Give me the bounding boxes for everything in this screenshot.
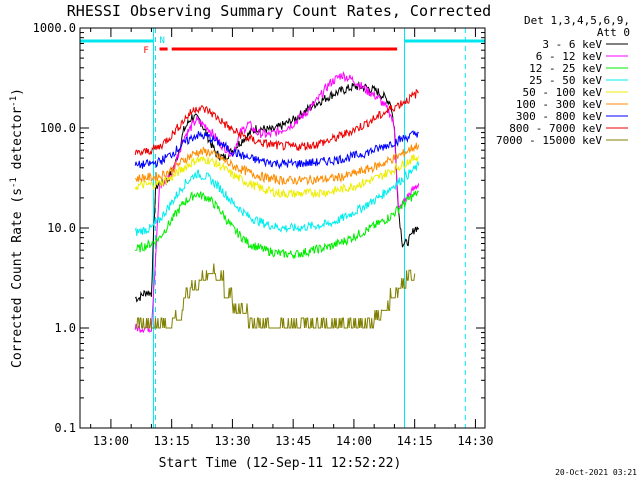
axes: 0.1 1.0 10.0 100.0 1000.0 13:00 13:15 13:30 13:4…: [33, 21, 494, 448]
series-line: [134, 70, 420, 334]
flag-markers: FN: [80, 28, 485, 428]
y-label-part: Corrected Count Rate (s: [10, 188, 25, 368]
x-tick-label: 14:15: [397, 434, 433, 448]
series-line: [135, 190, 420, 260]
x-tick-label: 13:00: [93, 434, 129, 448]
y-label-part: detector: [10, 107, 25, 178]
y-label-superscript: -1: [9, 177, 19, 188]
series-line: [135, 263, 416, 329]
legend-entry-label: 12 - 25 keV: [529, 62, 602, 75]
plot-frame: [79, 27, 486, 429]
x-tick-label: 13:45: [275, 434, 311, 448]
series-line: [134, 80, 420, 303]
x-tick-label: 13:30: [214, 434, 250, 448]
legend-entry-label: 25 - 50 keV: [529, 74, 602, 87]
detector-info-text: Det 1,3,4,5,6,9,: [524, 14, 630, 27]
series-lines: [134, 70, 420, 334]
series-line: [134, 160, 420, 236]
x-tick-label: 14:30: [457, 434, 493, 448]
x-tick-label: 13:15: [154, 434, 190, 448]
y-tick-label: 10.0: [47, 221, 76, 235]
chart-title: RHESSI Observing Summary Count Rates, Co…: [67, 2, 491, 20]
legend-entry-label: 50 - 100 keV: [523, 86, 603, 99]
y-axis-label: Corrected Count Rate (s-1 detector-1): [9, 88, 25, 368]
y-tick-label: 1.0: [54, 321, 76, 335]
flag-label-n: N: [160, 36, 165, 46]
legend-entry-label: 7000 - 15000 keV: [496, 134, 602, 147]
detector-info-text: Att 0: [597, 26, 630, 39]
y-tick-label: 1000.0: [33, 21, 76, 35]
y-tick-label: 0.1: [54, 421, 76, 435]
y-label-part: ): [10, 88, 25, 96]
series-line: [134, 88, 420, 157]
legend-entry-label: 6 - 12 keV: [536, 50, 603, 63]
legend-entry-label: 300 - 800 keV: [516, 110, 602, 123]
date-stamp: 20-Oct-2021 03:21: [555, 468, 637, 477]
flag-label-f: F: [143, 46, 148, 56]
y-label-superscript: -1: [9, 96, 19, 107]
series-line: [134, 130, 419, 170]
x-tick-label: 14:00: [336, 434, 372, 448]
legend-entry-label: 800 - 7000 keV: [509, 122, 602, 135]
legend-entry-label: 3 - 6 keV: [542, 38, 602, 51]
series-line: [134, 142, 420, 186]
legend-entry-label: 100 - 300 keV: [516, 98, 602, 111]
series-line: [134, 154, 420, 199]
x-axis-label: Start Time (12-Sep-11 12:52:22): [159, 456, 402, 471]
y-tick-label: 100.0: [40, 121, 76, 135]
